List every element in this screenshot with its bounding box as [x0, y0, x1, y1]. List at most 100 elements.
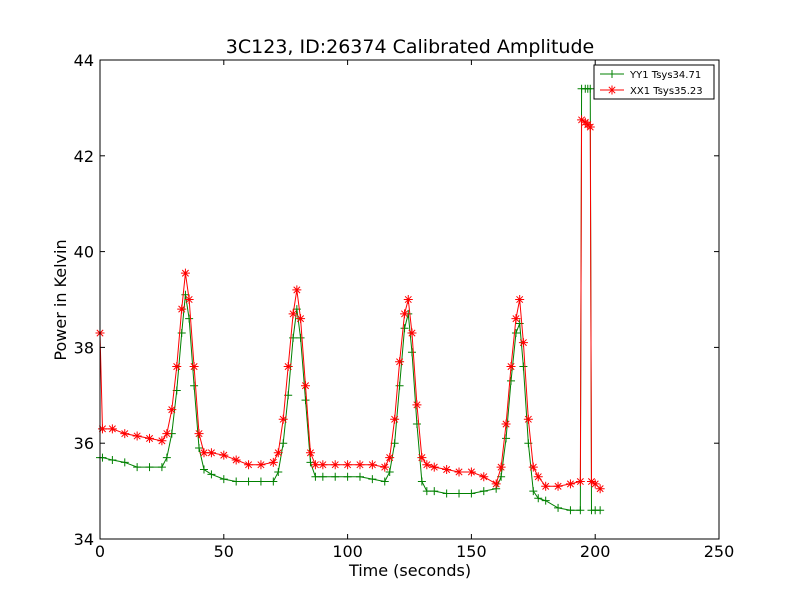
data-point-marker	[403, 295, 413, 304]
data-point-marker	[430, 487, 439, 496]
data-point-marker	[256, 460, 266, 470]
data-point-marker	[273, 448, 283, 458]
y-axis: 34 36 38 40 42 44	[74, 51, 719, 549]
series-line	[100, 88, 601, 511]
data-point-marker	[529, 487, 538, 496]
x-tick-label: 100	[332, 542, 363, 561]
data-point-marker	[586, 84, 595, 93]
x-axis: 0 50 100 150 200 250	[95, 60, 734, 561]
data-point-marker	[301, 381, 311, 391]
data-point-marker	[199, 465, 208, 474]
data-point-marker	[479, 472, 489, 482]
data-point-marker	[586, 477, 596, 487]
data-point-marker	[368, 475, 377, 484]
legend-label: YY1 Tsys34.71	[629, 70, 701, 81]
data-point-marker	[502, 434, 511, 443]
data-point-marker	[232, 477, 241, 486]
data-point-marker	[575, 477, 585, 487]
x-tick-label: 0	[95, 542, 105, 561]
data-point-marker	[565, 479, 575, 489]
data-point-marker	[507, 376, 516, 385]
y-tick-label: 34	[74, 530, 94, 549]
data-point-marker	[429, 462, 439, 472]
data-point-marker	[288, 309, 298, 319]
x-tick-label: 200	[580, 542, 611, 561]
data-point-marker	[479, 487, 488, 496]
y-axis-title: Power in Kelvin	[51, 239, 70, 360]
data-point-marker	[385, 467, 394, 476]
data-point-marker	[385, 453, 395, 463]
data-point-marker	[412, 420, 421, 429]
data-point-marker	[199, 448, 209, 458]
data-point-marker	[491, 479, 501, 489]
data-point-marker	[367, 460, 377, 470]
data-point-marker	[194, 429, 204, 439]
data-point-marker	[311, 472, 320, 481]
data-point-marker	[189, 362, 199, 372]
legend-item: XX1 Tsys35.23	[600, 85, 703, 97]
data-point-marker	[279, 439, 288, 448]
data-point-marker	[400, 324, 409, 333]
data-point-marker	[566, 506, 575, 515]
chart-title: 3C123, ID:26374 Calibrated Amplitude	[226, 36, 594, 58]
data-point-marker	[278, 414, 288, 424]
legend-item: YY1 Tsys34.71	[600, 70, 701, 81]
data-point-marker	[596, 506, 605, 515]
data-point-marker	[206, 448, 216, 458]
data-point-marker	[296, 314, 306, 324]
series-markers	[96, 84, 605, 515]
data-point-marker	[467, 489, 476, 498]
data-point-marker	[595, 484, 605, 494]
y-tick-label: 42	[74, 147, 94, 166]
data-point-marker	[511, 329, 520, 338]
data-point-marker	[283, 362, 293, 372]
data-point-marker	[244, 477, 253, 486]
data-point-marker	[608, 70, 616, 78]
data-point-marker	[195, 443, 204, 452]
data-point-marker	[292, 285, 302, 295]
data-point-marker	[305, 448, 315, 458]
data-point-marker	[167, 405, 177, 415]
data-point-marker	[268, 457, 278, 467]
x-tick-label: 150	[456, 542, 487, 561]
legend: YY1 Tsys34.71 XX1 Tsys35.23	[593, 64, 715, 100]
data-point-marker	[157, 436, 167, 446]
data-point-marker	[157, 463, 166, 472]
data-point-marker	[395, 381, 404, 390]
data-point-marker	[528, 462, 538, 472]
y-tick-label: 36	[74, 434, 94, 453]
data-point-marker	[496, 462, 506, 472]
x-tick-label: 250	[704, 542, 735, 561]
data-point-marker	[343, 460, 353, 470]
data-point-marker	[533, 472, 543, 482]
data-point-marker	[515, 319, 524, 328]
data-point-marker	[318, 472, 327, 481]
y-tick-label: 40	[74, 243, 94, 262]
data-point-marker	[518, 338, 528, 348]
data-point-marker	[506, 362, 516, 372]
data-point-marker	[511, 314, 521, 324]
data-point-marker	[185, 314, 194, 323]
data-point-marker	[590, 479, 600, 489]
legend-label: XX1 Tsys35.23	[630, 86, 703, 97]
data-point-marker	[190, 381, 199, 390]
data-point-marker	[576, 506, 585, 515]
data-point-marker	[296, 333, 305, 342]
data-point-marker	[133, 463, 142, 472]
y-tick-label: 38	[74, 338, 94, 357]
data-point-marker	[301, 396, 310, 405]
data-point-marker	[120, 429, 130, 439]
data-point-marker	[417, 453, 427, 463]
data-point-marker	[442, 489, 451, 498]
data-point-marker	[145, 433, 155, 443]
data-point-marker	[231, 455, 241, 465]
data-point-marker	[515, 295, 525, 304]
data-point-marker	[455, 489, 464, 498]
data-point-marker	[454, 467, 464, 477]
data-point-marker	[269, 477, 278, 486]
data-point-marker	[523, 414, 533, 424]
data-point-marker	[162, 429, 172, 439]
y-tick-label: 44	[74, 51, 94, 70]
